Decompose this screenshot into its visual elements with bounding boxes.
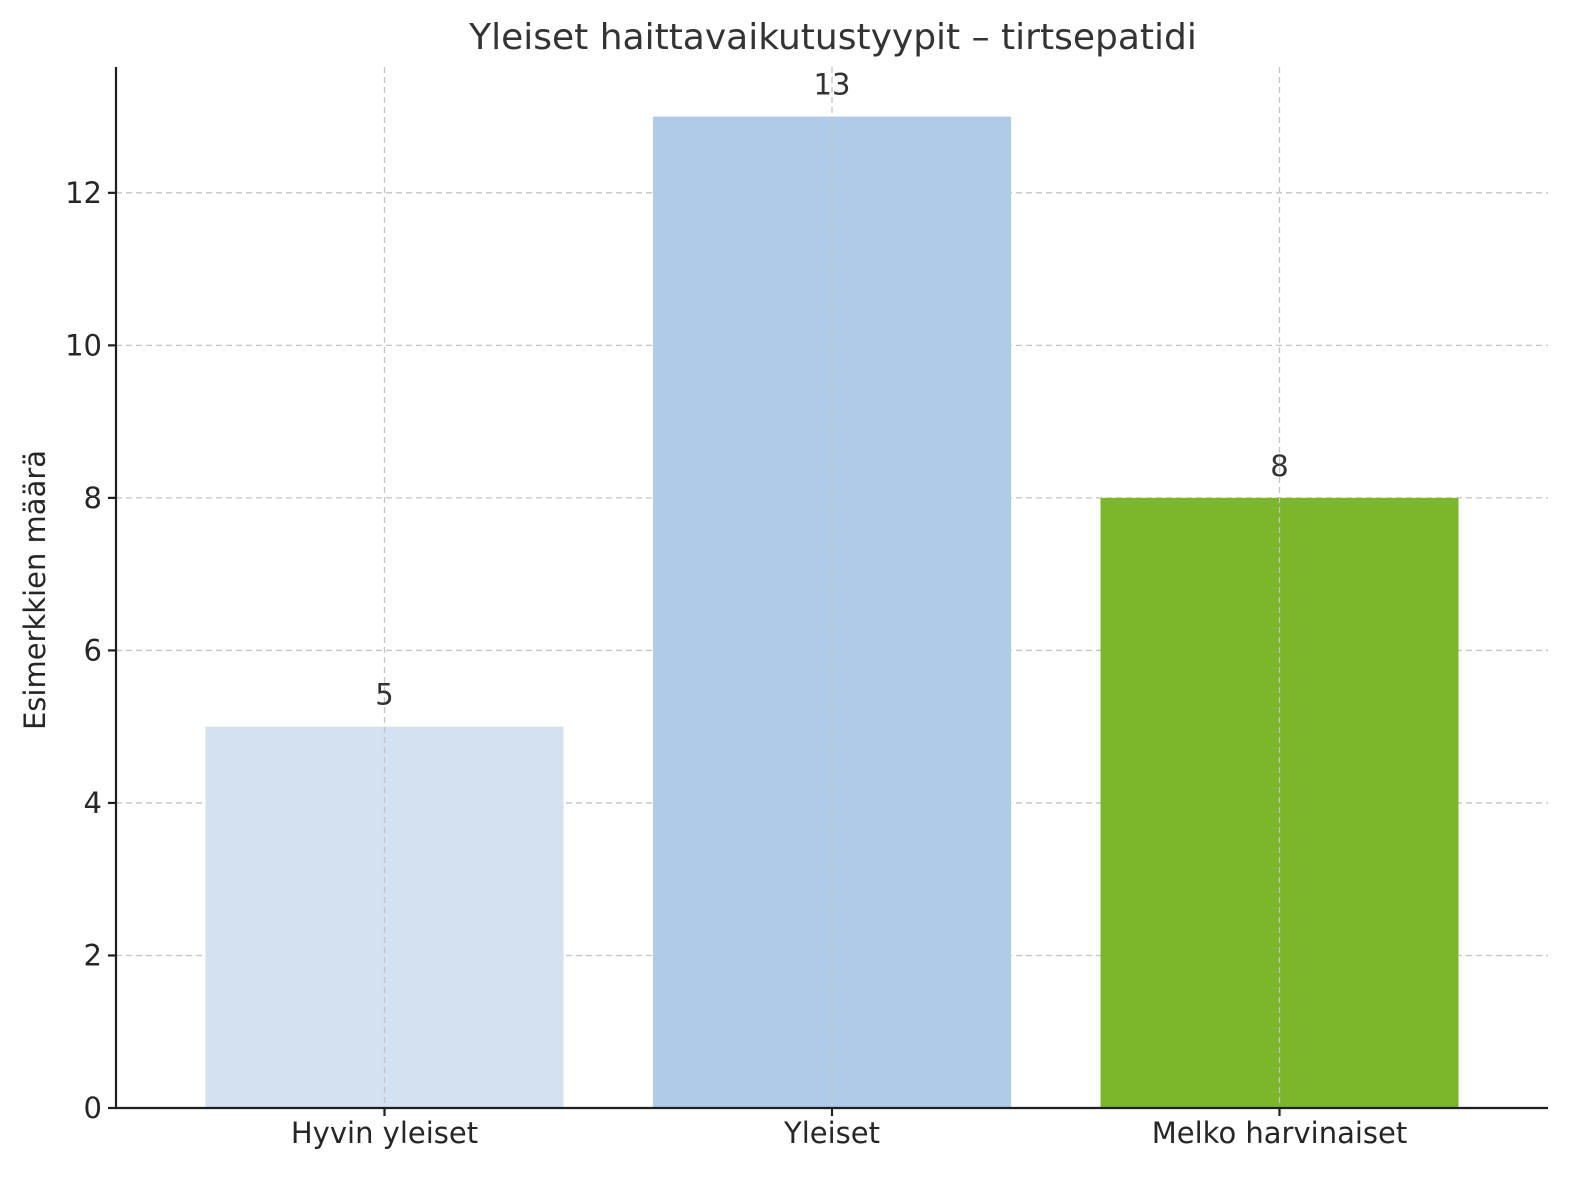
y-tick-label: 12 [65,176,102,210]
x-tick-label: Melko harvinaiset [1152,1116,1407,1150]
bar-value-label: 5 [375,678,393,712]
y-tick-label: 8 [84,481,102,515]
vertical-grid-lines [383,67,1281,1108]
bar-value-label: 8 [1270,449,1288,483]
y-tick-label: 2 [84,938,102,972]
x-tick-label: Yleiset [783,1116,880,1150]
x-tick-label: Hyvin yleiset [291,1116,478,1150]
chart-title: Yleiset haittavaikutustyypit – tirtsepat… [468,17,1197,58]
tick-labels: 0 2 4 6 8 10 12 Hyvin yleiset Yleiset Melko harvi… [65,176,1407,1150]
value-labels: 5 13 8 [375,68,1288,712]
bar-value-label: 13 [814,68,851,102]
bars [205,116,1459,1109]
y-tick-label: 0 [84,1091,102,1125]
y-tick-label: 4 [84,786,102,820]
y-tick-label: 6 [84,633,102,667]
y-tick-label: 10 [65,328,102,362]
y-axis-label: Esimerkkien määrä [18,450,52,730]
